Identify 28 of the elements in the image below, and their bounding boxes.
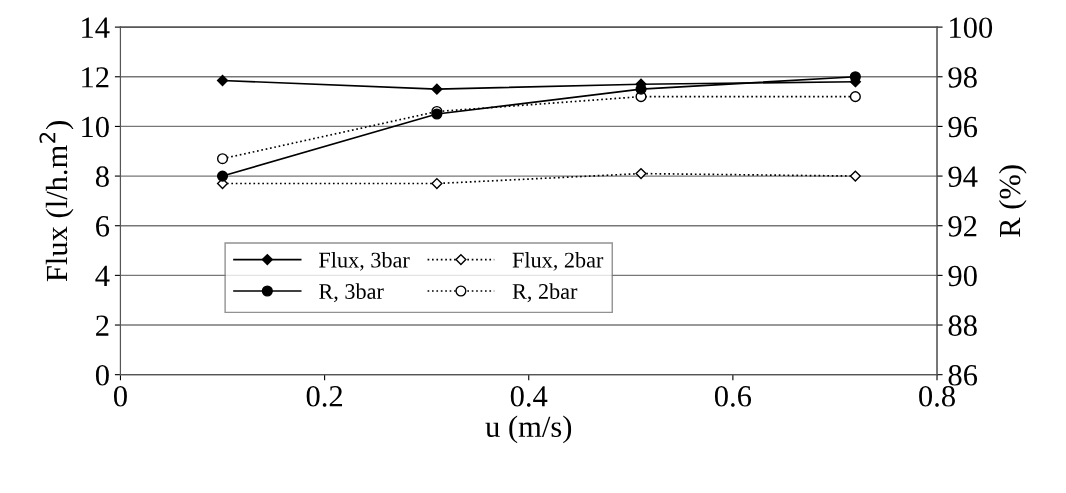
y-tick-label: 4 <box>95 265 110 286</box>
y-tick-label: 14 <box>82 17 110 38</box>
legend-label: Flux, 2bar <box>512 251 604 271</box>
y-tick-label: 10 <box>82 116 109 138</box>
legend-label: R, 2bar <box>512 283 578 303</box>
x-tick-label: 0 <box>113 385 127 407</box>
y2-tick-label: 94 <box>948 166 978 187</box>
y2-tick-label: 96 <box>948 116 978 138</box>
x-axis-title: u (m/s) <box>485 415 572 444</box>
x-tick-label: 0.8 <box>919 385 955 407</box>
y2-tick-label: 88 <box>948 315 977 336</box>
y-tick-label: 8 <box>95 166 109 187</box>
y-tick-label: 2 <box>96 315 109 336</box>
y-axis-title: Flux (l/h.m$^{2}$) <box>39 121 74 282</box>
x-tick-label: 0.2 <box>306 385 343 407</box>
y2-tick-label: 90 <box>948 265 977 287</box>
y-tick-label: 12 <box>82 67 109 88</box>
y2-tick-label: 100 <box>950 17 993 39</box>
x-tick-label: 0.6 <box>714 385 752 407</box>
y-tick-label: 6 <box>96 216 110 237</box>
y2-tick-label: 98 <box>948 67 977 88</box>
legend-label: R, 3bar <box>319 283 384 303</box>
x-tick-label: 0.4 <box>510 385 548 407</box>
y-tick-label: 0 <box>95 364 109 386</box>
y2-tick-label: 92 <box>948 216 977 237</box>
y2-axis-title: R (%) <box>998 165 1027 237</box>
legend-label: Flux, 3bar <box>319 251 410 271</box>
y2-tick-label: 86 <box>948 364 978 386</box>
